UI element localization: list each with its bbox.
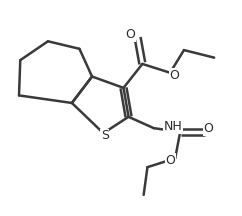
- Text: O: O: [204, 122, 214, 135]
- Text: NH: NH: [163, 120, 182, 133]
- Text: O: O: [125, 29, 135, 41]
- Text: O: O: [170, 69, 180, 82]
- Text: S: S: [101, 129, 109, 142]
- Text: O: O: [166, 154, 175, 167]
